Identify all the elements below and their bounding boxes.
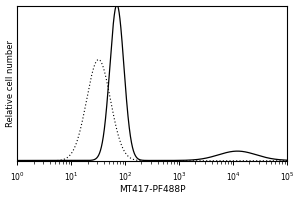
X-axis label: MT417-PF488P: MT417-PF488P (119, 185, 185, 194)
Y-axis label: Relative cell number: Relative cell number (6, 40, 15, 127)
